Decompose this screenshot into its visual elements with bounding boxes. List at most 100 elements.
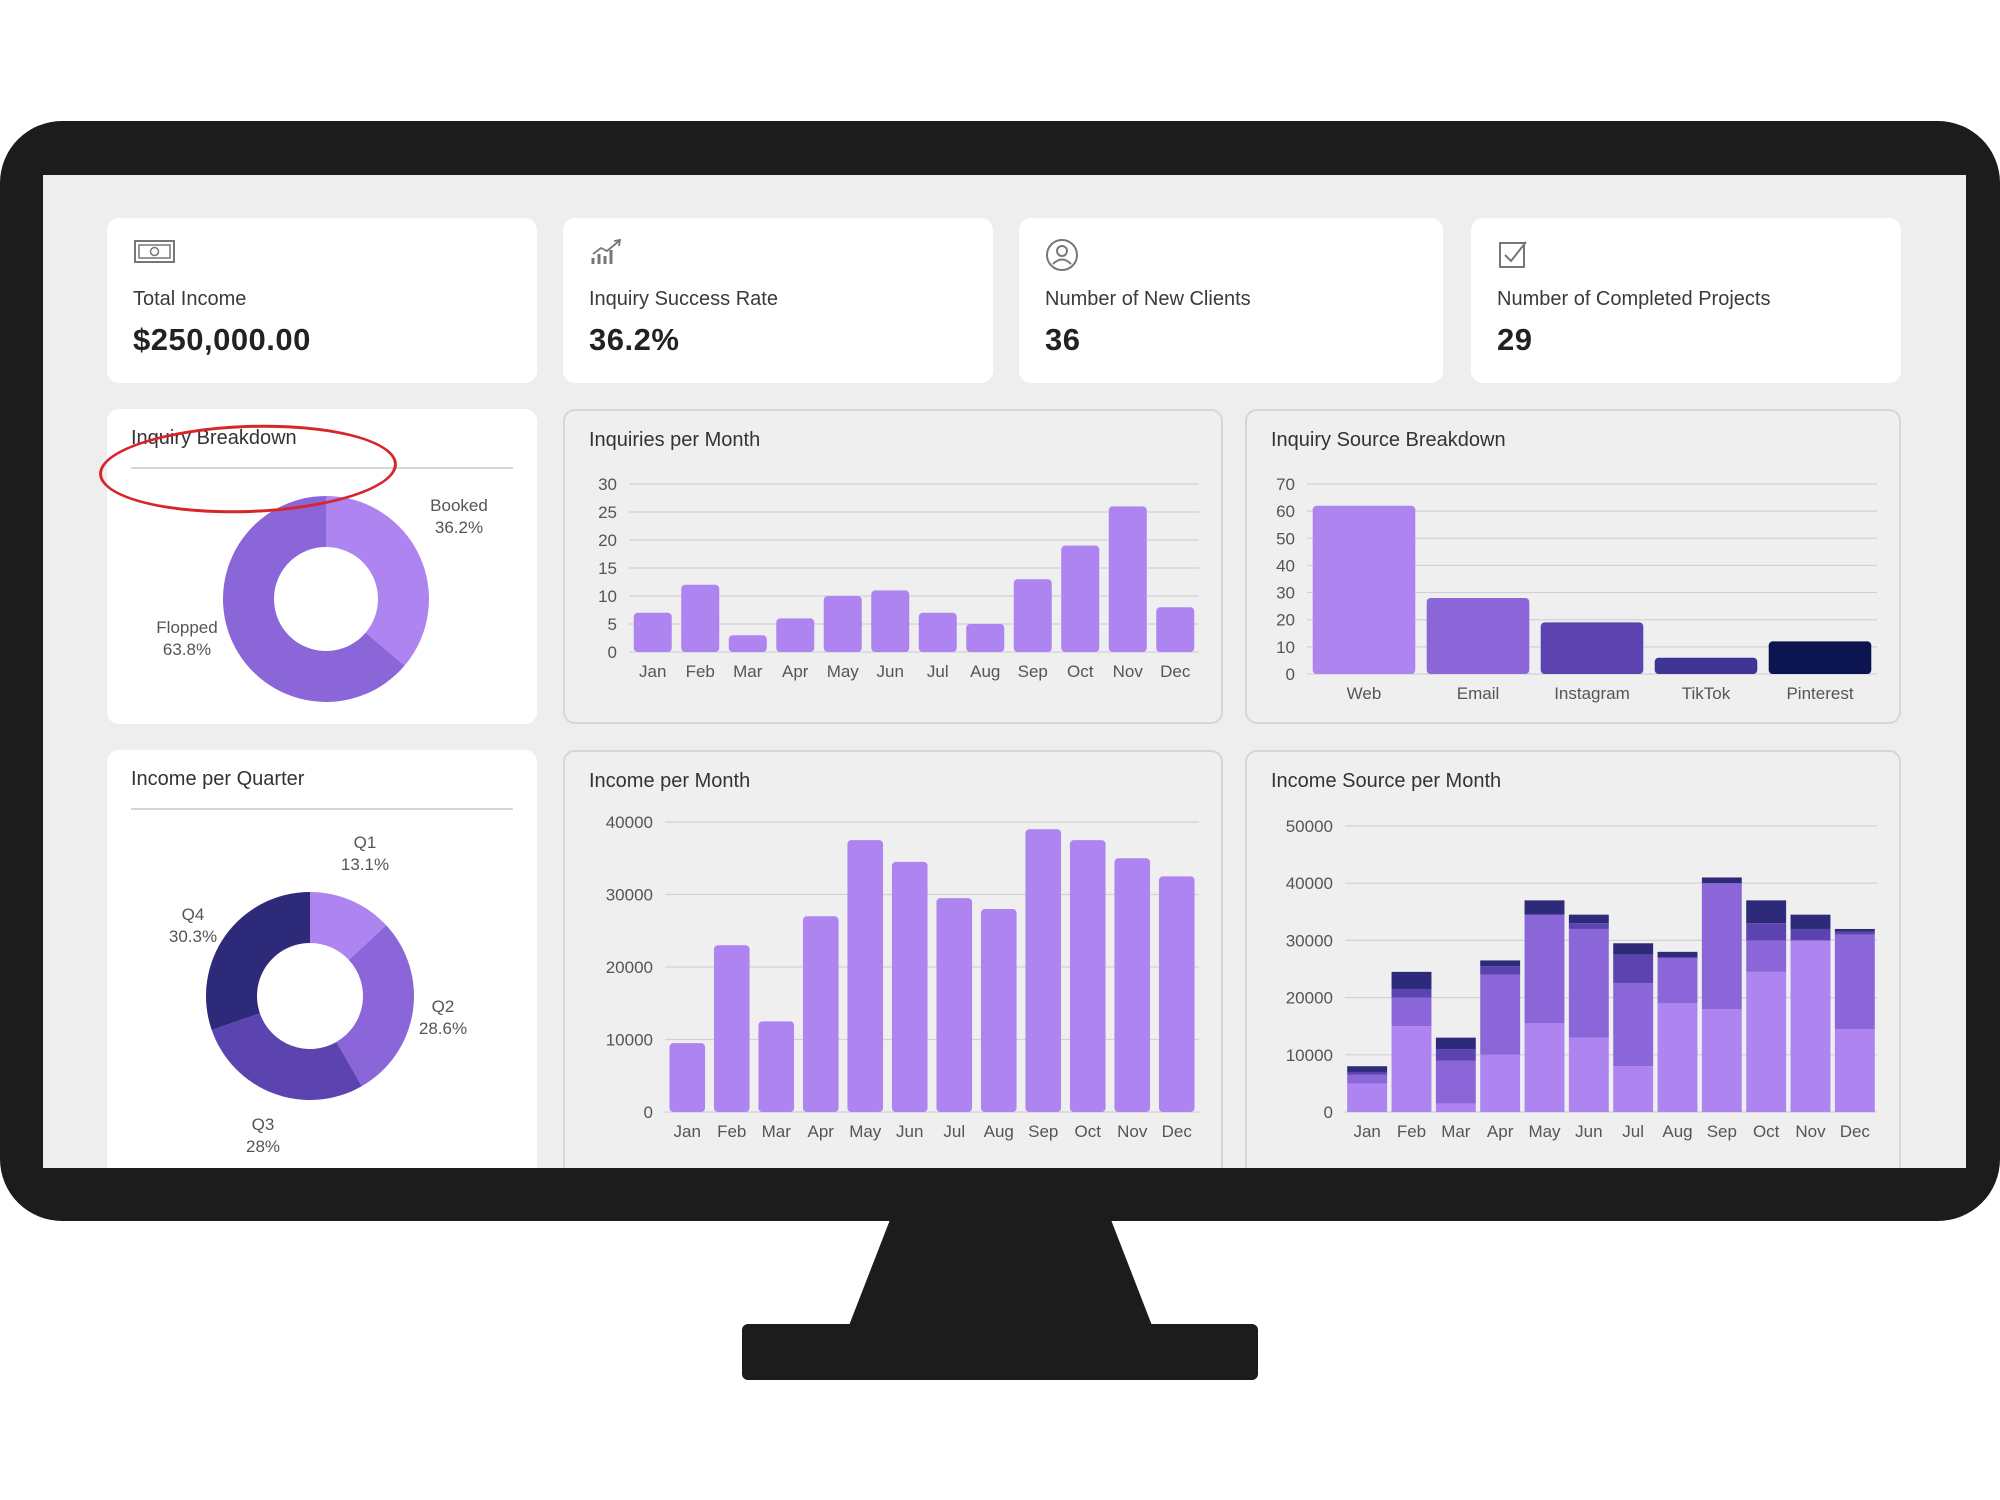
kpi-value: $250,000.00: [133, 322, 311, 357]
money-icon: [133, 238, 177, 271]
chart-bar-segment: [1613, 983, 1654, 1067]
inquiry-breakdown-card: Inquiry Breakdown Booked 36.2% Flopped 63.8…: [107, 409, 537, 724]
monitor-stand-base: [742, 1324, 1258, 1380]
chart-bar-segment: [1568, 914, 1609, 924]
growth-chart-icon: [589, 238, 629, 275]
income-per-month-card: Income per Month 0 10000 20000 30000 40000 Ja…: [563, 750, 1223, 1168]
chart-bar-segment: [1834, 928, 1875, 932]
kpi-label: Number of Completed Projects: [1497, 288, 1771, 310]
chart-bar: [1108, 506, 1147, 652]
kpi-card-inquiry-success-rate[interactable]: Inquiry Success Rate 36.2%: [563, 218, 993, 383]
monitor-frame: Total Income $250,000.00 Inquiry Success…: [0, 121, 2000, 1221]
kpi-label: Inquiry Success Rate: [589, 288, 778, 310]
chart-bar-segment: [1347, 1066, 1388, 1072]
y-tick-label: 40000: [1286, 874, 1333, 893]
chart-bar-segment: [1480, 1054, 1521, 1112]
y-tick-label: 0: [644, 1103, 653, 1122]
x-tick-label: Oct: [1753, 1122, 1780, 1141]
slice-label: Booked: [430, 496, 488, 515]
income-per-quarter-donut: Q1 13.1% Q2 28.6% Q3 28% Q4 30.3%: [169, 833, 467, 1156]
kpi-value: 36: [1045, 322, 1081, 357]
chart-bar-segment: [1524, 914, 1565, 1024]
chart-bar: [936, 898, 973, 1112]
chart-bar: [1158, 876, 1195, 1112]
donut-slice: [326, 496, 429, 666]
chart-bar-segment: [1701, 1009, 1742, 1112]
chart-bar-segment: [1524, 900, 1565, 915]
chart-bar: [713, 945, 750, 1112]
chart-bar: [1025, 829, 1062, 1112]
x-tick-label: Jan: [674, 1122, 701, 1141]
chart-bar-segment: [1701, 877, 1742, 884]
divider: [131, 467, 513, 469]
x-tick-label: May: [1528, 1122, 1561, 1141]
x-tick-label: Dec: [1840, 1122, 1871, 1141]
chart-bar-segment: [1613, 943, 1654, 955]
card-title: Inquiry Source Breakdown: [1271, 429, 1506, 451]
x-tick-label: Nov: [1113, 662, 1144, 681]
slice-percent: 63.8%: [163, 640, 211, 659]
donut-slice: [206, 892, 310, 1030]
slice-label: Q2: [432, 997, 455, 1016]
inquiry-breakdown-donut: Booked 36.2% Flopped 63.8%: [156, 496, 488, 702]
y-tick-label: 70: [1276, 475, 1295, 494]
y-tick-label: 10000: [606, 1031, 653, 1050]
x-tick-label: Jan: [639, 662, 666, 681]
x-tick-label: May: [849, 1122, 882, 1141]
chart-bar: [1069, 840, 1106, 1112]
x-tick-label: Aug: [984, 1122, 1014, 1141]
chart-bar: [728, 635, 767, 652]
chart-bar: [802, 916, 839, 1112]
x-tick-label: Feb: [717, 1122, 746, 1141]
slice-label: Q4: [182, 905, 205, 924]
y-tick-label: 40000: [606, 813, 653, 832]
y-tick-label: 30: [1276, 584, 1295, 603]
card-title: Income Source per Month: [1271, 770, 1502, 792]
slice-percent: 28%: [246, 1137, 280, 1156]
chart-bar-segment: [1657, 957, 1698, 1004]
chart-bar-segment: [1746, 923, 1787, 941]
checkbox-icon: [1497, 238, 1529, 275]
x-tick-label: Sep: [1707, 1122, 1737, 1141]
chart-bar: [891, 861, 928, 1112]
chart-bar-segment: [1613, 954, 1654, 984]
chart-bar-segment: [1524, 1023, 1565, 1112]
kpi-value: 29: [1497, 322, 1533, 357]
x-tick-label: Oct: [1075, 1122, 1102, 1141]
donut-slice: [336, 925, 414, 1087]
kpi-card-total-income[interactable]: Total Income $250,000.00: [107, 218, 537, 383]
chart-bar-segment: [1435, 1037, 1476, 1050]
slice-label: Flopped: [156, 618, 217, 637]
chart-bar-segment: [1790, 928, 1831, 941]
card-title: Inquiries per Month: [589, 429, 761, 451]
chart-bar-segment: [1435, 1060, 1476, 1104]
dashboard-screen: Total Income $250,000.00 Inquiry Success…: [43, 175, 1966, 1168]
chart-bar-segment: [1568, 1037, 1609, 1112]
slice-percent: 28.6%: [419, 1019, 467, 1038]
card-title: Inquiry Breakdown: [131, 427, 297, 449]
chart-bar-segment: [1701, 883, 1742, 1010]
chart-bar: [1312, 505, 1416, 674]
x-tick-label: Jun: [877, 662, 904, 681]
chart-bar-segment: [1568, 928, 1609, 1038]
user-icon: [1045, 238, 1079, 277]
donut-slice: [211, 1013, 362, 1100]
y-tick-label: 30000: [606, 886, 653, 905]
y-tick-label: 50: [1276, 529, 1295, 548]
y-tick-label: 25: [598, 503, 617, 522]
chart-bar: [1426, 598, 1530, 674]
inquiry-source-breakdown-chart: 0 10 20 30 40 50 60 70 Web Email Instagram TikTok Pi…: [1276, 475, 1877, 703]
chart-bar-segment: [1746, 940, 1787, 972]
kpi-card-new-clients[interactable]: Number of New Clients 36: [1019, 218, 1443, 383]
x-tick-label: Jun: [1575, 1122, 1602, 1141]
slice-percent: 30.3%: [169, 927, 217, 946]
y-tick-label: 20: [598, 531, 617, 550]
chart-bar-segment: [1391, 971, 1432, 990]
kpi-card-completed-projects[interactable]: Number of Completed Projects 29: [1471, 218, 1901, 383]
donut-slice: [310, 892, 387, 960]
chart-bar-segment: [1746, 971, 1787, 1112]
x-tick-label: Jul: [1622, 1122, 1644, 1141]
inquiries-per-month-chart: 0 5 10 15 20 25 30 Jan Feb Mar Apr May Jun Jul Aug Sep O…: [598, 475, 1199, 681]
inquiry-source-breakdown-card: Inquiry Source Breakdown 0 10 20 30 40 50 60 70…: [1245, 409, 1901, 724]
kpi-label: Number of New Clients: [1045, 288, 1251, 310]
